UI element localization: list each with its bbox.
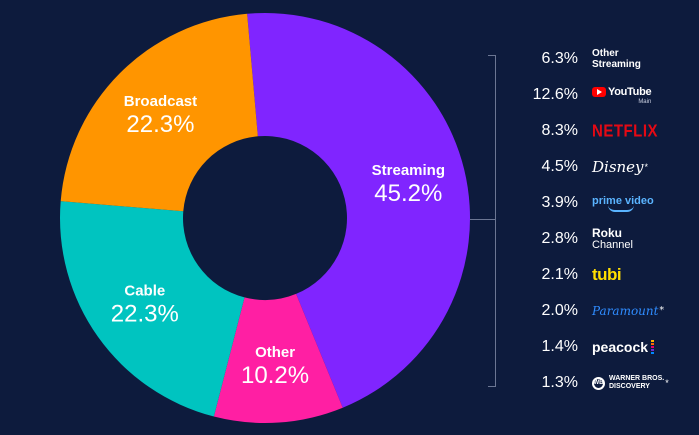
peacock-logo: peacock xyxy=(592,330,655,364)
paramount-logo: Paramount * xyxy=(592,294,664,328)
brand-name: Disney xyxy=(592,158,644,176)
youtube-logo: YouTube Main xyxy=(592,78,652,112)
brand-line: Other xyxy=(592,48,619,59)
brand-sub: Main xyxy=(638,98,652,105)
legend-value: 12.6% xyxy=(532,86,578,103)
legend-row-tubi: 2.1% tubi xyxy=(500,258,695,292)
legend-row-netflix: 8.3% NETFLIX xyxy=(500,114,695,148)
donut-labels: Streaming45.2%Other10.2%Cable22.3%Broadc… xyxy=(111,93,445,389)
slice-other xyxy=(213,293,343,423)
legend-value: 4.5% xyxy=(541,158,578,175)
asterisk: * xyxy=(644,162,649,172)
asterisk: * xyxy=(665,378,669,388)
legend-bracket xyxy=(495,55,496,387)
legend-value: 1.3% xyxy=(541,374,578,391)
brand-line: Streaming xyxy=(592,59,641,70)
legend-value: 6.3% xyxy=(541,50,578,67)
slice-cable xyxy=(60,201,245,417)
legend-row-roku: 2.8% Roku Channel xyxy=(500,222,695,256)
brand-name: prime video xyxy=(592,194,654,207)
legend-value: 2.8% xyxy=(541,230,578,247)
legend-row-paramount: 2.0% Paramount * xyxy=(500,294,695,328)
legend-row-youtube: 12.6% YouTube Main xyxy=(500,78,695,112)
brand-line: DISCOVERY xyxy=(609,383,650,390)
slice-name-label: Cable xyxy=(124,282,165,299)
slice-name-label: Other xyxy=(255,344,295,361)
brand-name: YouTube xyxy=(608,85,652,98)
bracket-top-tick xyxy=(488,55,496,56)
donut-slices xyxy=(60,13,470,423)
legend-value: 2.0% xyxy=(541,302,578,319)
legend-row-peacock: 1.4% peacock xyxy=(500,330,695,364)
tubi-logo: tubi xyxy=(592,265,622,284)
slice-streaming xyxy=(247,13,470,408)
warner-bros-discovery-logo: WB WARNER BROS. DISCOVERY * xyxy=(592,366,669,400)
bracket-connector xyxy=(470,219,496,220)
slice-value-label: 45.2% xyxy=(374,180,442,207)
slice-value-label: 22.3% xyxy=(126,111,194,138)
prime-smile-icon xyxy=(608,205,634,212)
wb-shield-icon: WB xyxy=(592,376,605,390)
legend-value: 2.1% xyxy=(541,266,578,283)
other-streaming-logo: Other Streaming xyxy=(592,42,641,76)
legend-value: 3.9% xyxy=(541,194,578,211)
legend-row-disney: 4.5% Disney * xyxy=(500,150,695,184)
prime-video-logo: prime video xyxy=(592,186,654,220)
brand-name: Paramount xyxy=(592,304,659,318)
brand-name: peacock xyxy=(592,339,649,355)
legend-value: 1.4% xyxy=(541,338,578,355)
legend-value: 8.3% xyxy=(541,122,578,139)
legend-row-prime: 3.9% prime video xyxy=(500,186,695,220)
slice-name-label: Broadcast xyxy=(124,93,197,110)
legend-row-other-streaming: 6.3% Other Streaming xyxy=(500,42,695,76)
brand-line: Roku xyxy=(592,226,622,240)
slice-value-label: 10.2% xyxy=(241,362,309,389)
disney-logo: Disney * xyxy=(592,150,648,184)
brand-line: Channel xyxy=(592,239,633,251)
brand-line: WARNER BROS. xyxy=(609,375,665,382)
slice-name-label: Streaming xyxy=(372,162,445,179)
slice-value-label: 22.3% xyxy=(111,300,179,327)
netflix-logo: NETFLIX xyxy=(592,121,658,141)
roku-channel-logo: Roku Channel xyxy=(592,222,633,256)
peacock-dots-icon xyxy=(651,340,655,354)
slice-broadcast xyxy=(60,13,258,212)
bracket-bottom-tick xyxy=(488,386,496,387)
asterisk: * xyxy=(659,306,664,316)
legend-row-wbd: 1.3% WB WARNER BROS. DISCOVERY * xyxy=(500,366,695,400)
youtube-play-icon xyxy=(592,86,606,97)
